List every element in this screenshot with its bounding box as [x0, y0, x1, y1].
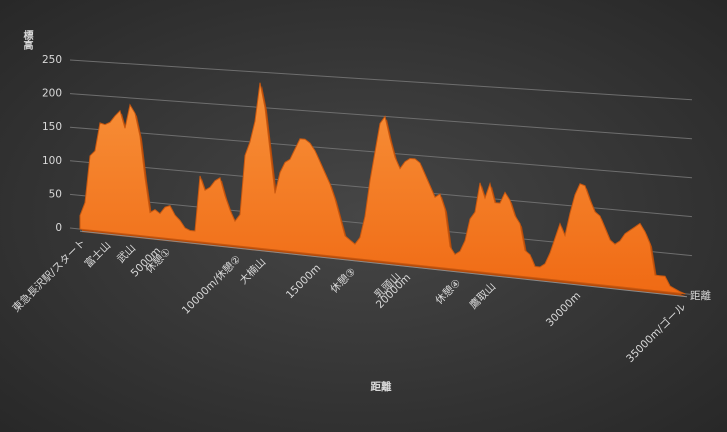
series-name: 距離 — [690, 289, 711, 302]
x-axis-line — [79, 230, 688, 298]
y-tick-label: 0 — [55, 222, 62, 234]
y-tick-label: 250 — [42, 54, 62, 66]
y-tick-label: 150 — [42, 121, 62, 133]
y-tick-label: 50 — [49, 188, 62, 200]
y-axis-title: 標高 — [21, 29, 33, 51]
y-tick-label: 100 — [42, 155, 62, 167]
grid-line — [69, 59, 693, 101]
grid-line — [69, 93, 693, 140]
x-axis-title: 距離 — [371, 380, 392, 393]
y-tick-label: 200 — [42, 88, 62, 100]
area — [79, 82, 686, 295]
